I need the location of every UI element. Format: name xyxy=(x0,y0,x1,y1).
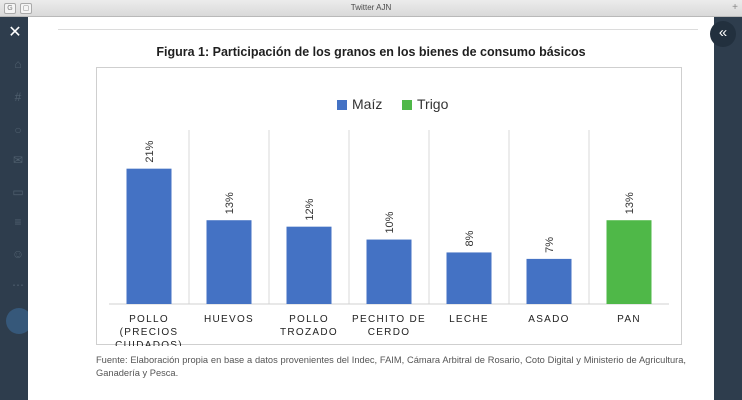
close-button[interactable]: ✕ xyxy=(4,22,26,44)
bar xyxy=(126,168,172,304)
bar xyxy=(606,220,652,304)
tweet-button-icon xyxy=(6,308,32,334)
bell-icon: ○ xyxy=(14,123,22,137)
category-label: (PRECIOS xyxy=(120,327,179,338)
window-titlebar: G ▢ Twitter AJN + xyxy=(0,0,742,17)
category-label: CUIDADOS) xyxy=(115,340,183,346)
legend-label: Trigo xyxy=(417,96,449,112)
bar-chart: Maíz Trigo 21% POLLO (PRECIOS CUIDADOS) 13% HUE… xyxy=(96,67,682,346)
close-icon: ✕ xyxy=(8,24,22,41)
double-chevron-left-icon: « xyxy=(718,24,728,41)
data-label: 7% xyxy=(544,237,556,253)
window-sidebar-icon[interactable]: ▢ xyxy=(20,3,32,14)
category-label: HUEVOS xyxy=(204,314,254,325)
category-label: PECHITO DE xyxy=(352,314,426,325)
legend-swatch-maíz xyxy=(337,100,347,110)
legend-label: Maíz xyxy=(352,96,382,112)
category-label: PAN xyxy=(617,314,641,325)
home-icon: ⌂ xyxy=(14,57,22,71)
bar xyxy=(206,220,252,304)
image-viewer: Figura 1: Participación de los granos en… xyxy=(28,17,714,400)
list-icon: ≡ xyxy=(14,215,22,229)
divider xyxy=(58,29,698,30)
chart-svg: Maíz Trigo 21% POLLO (PRECIOS CUIDADOS) 13% HUE… xyxy=(109,96,669,346)
window-title: Twitter AJN xyxy=(350,3,392,12)
data-label: 21% xyxy=(144,140,156,162)
category-label: POLLO xyxy=(289,314,329,325)
data-label: 13% xyxy=(224,192,236,214)
figure-source: Fuente: Elaboración propia en base a dat… xyxy=(96,355,686,378)
new-tab-icon[interactable]: + xyxy=(732,2,738,13)
category-label: LECHE xyxy=(449,314,489,325)
data-label: 10% xyxy=(384,211,396,233)
bar xyxy=(366,239,412,304)
bar xyxy=(286,226,332,304)
mail-icon: ✉ xyxy=(12,153,24,167)
category-label: ASADO xyxy=(528,314,570,325)
window-g-icon[interactable]: G xyxy=(4,3,16,14)
hashtag-icon: # xyxy=(14,90,22,104)
data-label: 12% xyxy=(304,198,316,220)
legend-swatch-trigo xyxy=(402,100,412,110)
more-icon: ⋯ xyxy=(12,278,24,292)
bookmark-icon: ▭ xyxy=(12,185,24,199)
bar xyxy=(446,252,492,304)
data-label: 13% xyxy=(624,192,636,214)
category-label: CERDO xyxy=(368,327,411,338)
category-label: TROZADO xyxy=(280,327,338,338)
collapse-panel-button[interactable]: « xyxy=(710,21,736,47)
figure-title: Figura 1: Participación de los granos en… xyxy=(156,45,586,59)
profile-icon: ☺ xyxy=(11,247,25,261)
bar xyxy=(526,258,572,304)
category-label: POLLO xyxy=(129,314,169,325)
data-label: 8% xyxy=(464,230,476,246)
